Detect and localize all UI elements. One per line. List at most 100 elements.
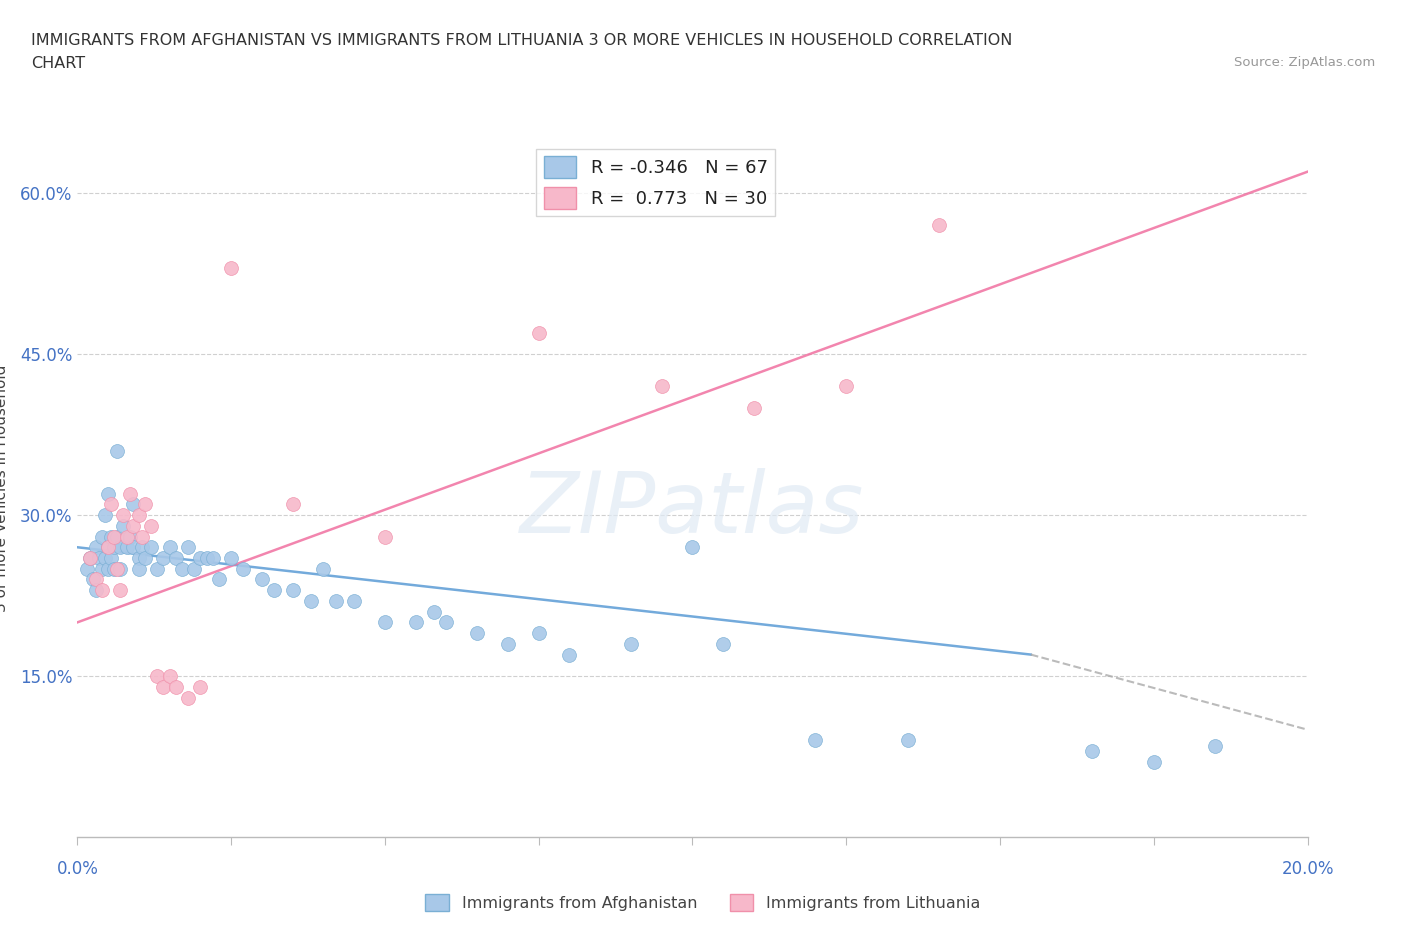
Point — [128, 562, 150, 577]
Point — [1204, 738, 1226, 753]
Point — [299, 593, 322, 608]
Point — [90, 583, 114, 598]
Point — [159, 669, 181, 684]
Point — [711, 636, 734, 651]
Point — [152, 679, 174, 694]
Point — [165, 551, 187, 565]
Point — [1081, 744, 1104, 759]
Point — [115, 529, 138, 544]
Point — [146, 562, 169, 577]
Point — [436, 615, 458, 630]
Point — [84, 583, 107, 598]
Point — [804, 733, 827, 748]
Y-axis label: 3 or more Vehicles in Household: 3 or more Vehicles in Household — [0, 365, 8, 612]
Point — [325, 593, 347, 608]
Point — [141, 518, 163, 533]
Point — [103, 562, 125, 577]
Point — [97, 486, 120, 501]
Point — [620, 636, 643, 651]
Point — [105, 562, 128, 577]
Point — [97, 562, 120, 577]
Point — [76, 562, 98, 577]
Point — [100, 529, 122, 544]
Point — [97, 539, 120, 554]
Point — [84, 539, 107, 554]
Point — [105, 529, 128, 544]
Point — [141, 539, 163, 554]
Point — [82, 572, 104, 587]
Point — [90, 562, 114, 577]
Point — [105, 444, 128, 458]
Point — [94, 508, 117, 523]
Point — [250, 572, 273, 587]
Legend: R = -0.346   N = 67, R =  0.773   N = 30: R = -0.346 N = 67, R = 0.773 N = 30 — [536, 149, 775, 216]
Point — [682, 539, 704, 554]
Point — [112, 508, 135, 523]
Point — [134, 551, 156, 565]
Point — [312, 562, 335, 577]
Point — [121, 518, 143, 533]
Point — [121, 539, 143, 554]
Point — [103, 529, 125, 544]
Point — [527, 626, 550, 641]
Point — [87, 551, 110, 565]
Point — [928, 218, 950, 232]
Point — [121, 497, 143, 512]
Text: 0.0%: 0.0% — [56, 860, 98, 878]
Point — [343, 593, 366, 608]
Point — [742, 400, 765, 415]
Point — [115, 539, 138, 554]
Point — [219, 551, 242, 565]
Point — [100, 551, 122, 565]
Point — [128, 551, 150, 565]
Point — [188, 551, 212, 565]
Point — [208, 572, 231, 587]
Point — [232, 562, 254, 577]
Point — [281, 583, 304, 598]
Point — [374, 529, 396, 544]
Point — [405, 615, 427, 630]
Point — [423, 604, 446, 619]
Point — [128, 508, 150, 523]
Point — [263, 583, 285, 598]
Text: ZIPatlas: ZIPatlas — [520, 468, 865, 551]
Point — [84, 572, 107, 587]
Point — [110, 562, 132, 577]
Point — [159, 539, 181, 554]
Point — [131, 539, 153, 554]
Point — [79, 551, 101, 565]
Point — [465, 626, 488, 641]
Point — [1143, 754, 1166, 769]
Point — [835, 379, 858, 393]
Point — [527, 326, 550, 340]
Point — [177, 539, 200, 554]
Point — [195, 551, 218, 565]
Text: 20.0%: 20.0% — [1281, 860, 1334, 878]
Point — [374, 615, 396, 630]
Legend: Immigrants from Afghanistan, Immigrants from Lithuania: Immigrants from Afghanistan, Immigrants … — [419, 887, 987, 917]
Point — [188, 679, 212, 694]
Point — [183, 562, 205, 577]
Point — [100, 497, 122, 512]
Point — [281, 497, 304, 512]
Point — [152, 551, 174, 565]
Point — [79, 551, 101, 565]
Point — [170, 562, 193, 577]
Point — [110, 539, 132, 554]
Point — [110, 583, 132, 598]
Point — [201, 551, 224, 565]
Point — [558, 647, 581, 662]
Point — [118, 486, 141, 501]
Point — [165, 679, 187, 694]
Point — [651, 379, 673, 393]
Point — [219, 260, 242, 275]
Point — [103, 539, 125, 554]
Point — [177, 690, 200, 705]
Point — [131, 529, 153, 544]
Text: Source: ZipAtlas.com: Source: ZipAtlas.com — [1234, 56, 1375, 69]
Point — [94, 551, 117, 565]
Point — [496, 636, 519, 651]
Text: IMMIGRANTS FROM AFGHANISTAN VS IMMIGRANTS FROM LITHUANIA 3 OR MORE VEHICLES IN H: IMMIGRANTS FROM AFGHANISTAN VS IMMIGRANT… — [31, 33, 1012, 47]
Point — [897, 733, 920, 748]
Point — [90, 529, 114, 544]
